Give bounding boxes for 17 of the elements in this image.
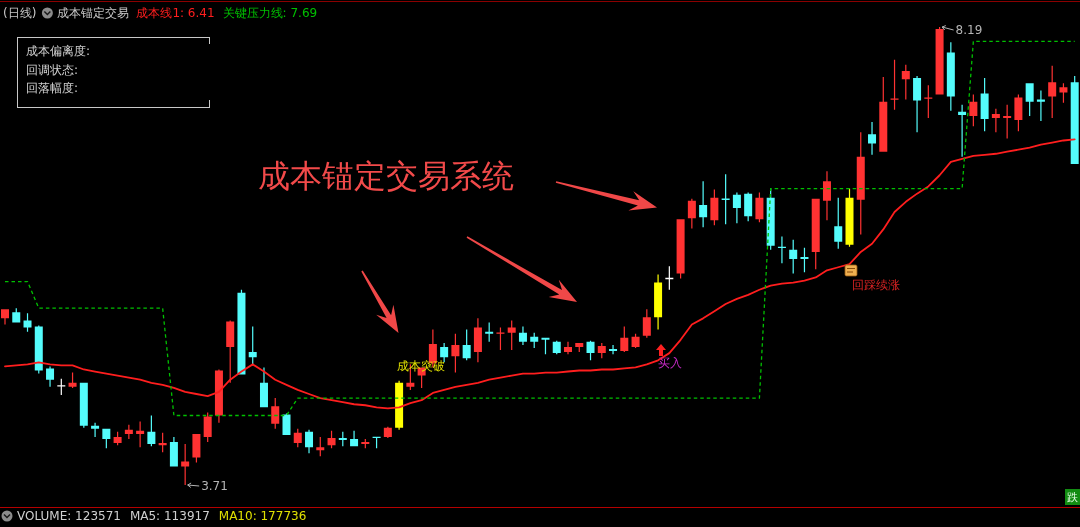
annotation: 回踩续涨 [852, 278, 900, 292]
badge: 跌 [1065, 489, 1080, 505]
text: MA5: 113917 [129, 509, 210, 523]
text: 关键压力线: 7.69 [222, 6, 318, 20]
annotation: 8.19 [955, 23, 983, 37]
text: VOLUME: 123571 [17, 509, 121, 523]
annotation: 成本突破 [397, 359, 445, 373]
text: 成本线1: 6.41 [136, 6, 215, 20]
annotation: 成本偏离度: [26, 44, 91, 58]
chart-title: 成本锚定交易 [57, 6, 130, 20]
annotation: 回调状态: [26, 63, 79, 77]
annotation: 3.71 [201, 479, 228, 493]
annotation: 买入 [658, 356, 682, 370]
text: MA10: 177736 [218, 509, 307, 523]
annotation: 成本锚定交易系统 [258, 157, 514, 195]
annotation: 回落幅度: [26, 81, 79, 95]
chart-subtitle: (日线) [3, 6, 37, 20]
